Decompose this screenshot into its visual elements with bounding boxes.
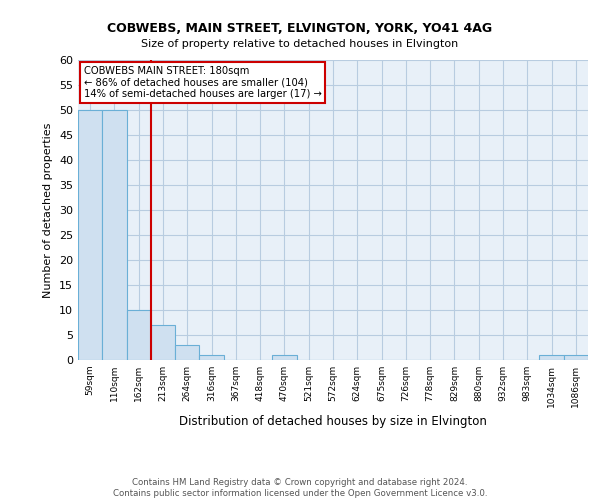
Bar <box>539 355 564 360</box>
Text: COBWEBS MAIN STREET: 180sqm
← 86% of detached houses are smaller (104)
14% of se: COBWEBS MAIN STREET: 180sqm ← 86% of det… <box>83 66 322 99</box>
Bar <box>272 355 296 360</box>
Bar <box>564 355 588 360</box>
Text: Contains HM Land Registry data © Crown copyright and database right 2024.
Contai: Contains HM Land Registry data © Crown c… <box>113 478 487 498</box>
Y-axis label: Number of detached properties: Number of detached properties <box>43 122 53 298</box>
X-axis label: Distribution of detached houses by size in Elvington: Distribution of detached houses by size … <box>179 416 487 428</box>
Bar <box>127 310 151 360</box>
Text: COBWEBS, MAIN STREET, ELVINGTON, YORK, YO41 4AG: COBWEBS, MAIN STREET, ELVINGTON, YORK, Y… <box>107 22 493 36</box>
Bar <box>175 345 199 360</box>
Bar <box>78 110 102 360</box>
Bar <box>199 355 224 360</box>
Bar <box>151 325 175 360</box>
Text: Size of property relative to detached houses in Elvington: Size of property relative to detached ho… <box>142 39 458 49</box>
Bar <box>102 110 127 360</box>
